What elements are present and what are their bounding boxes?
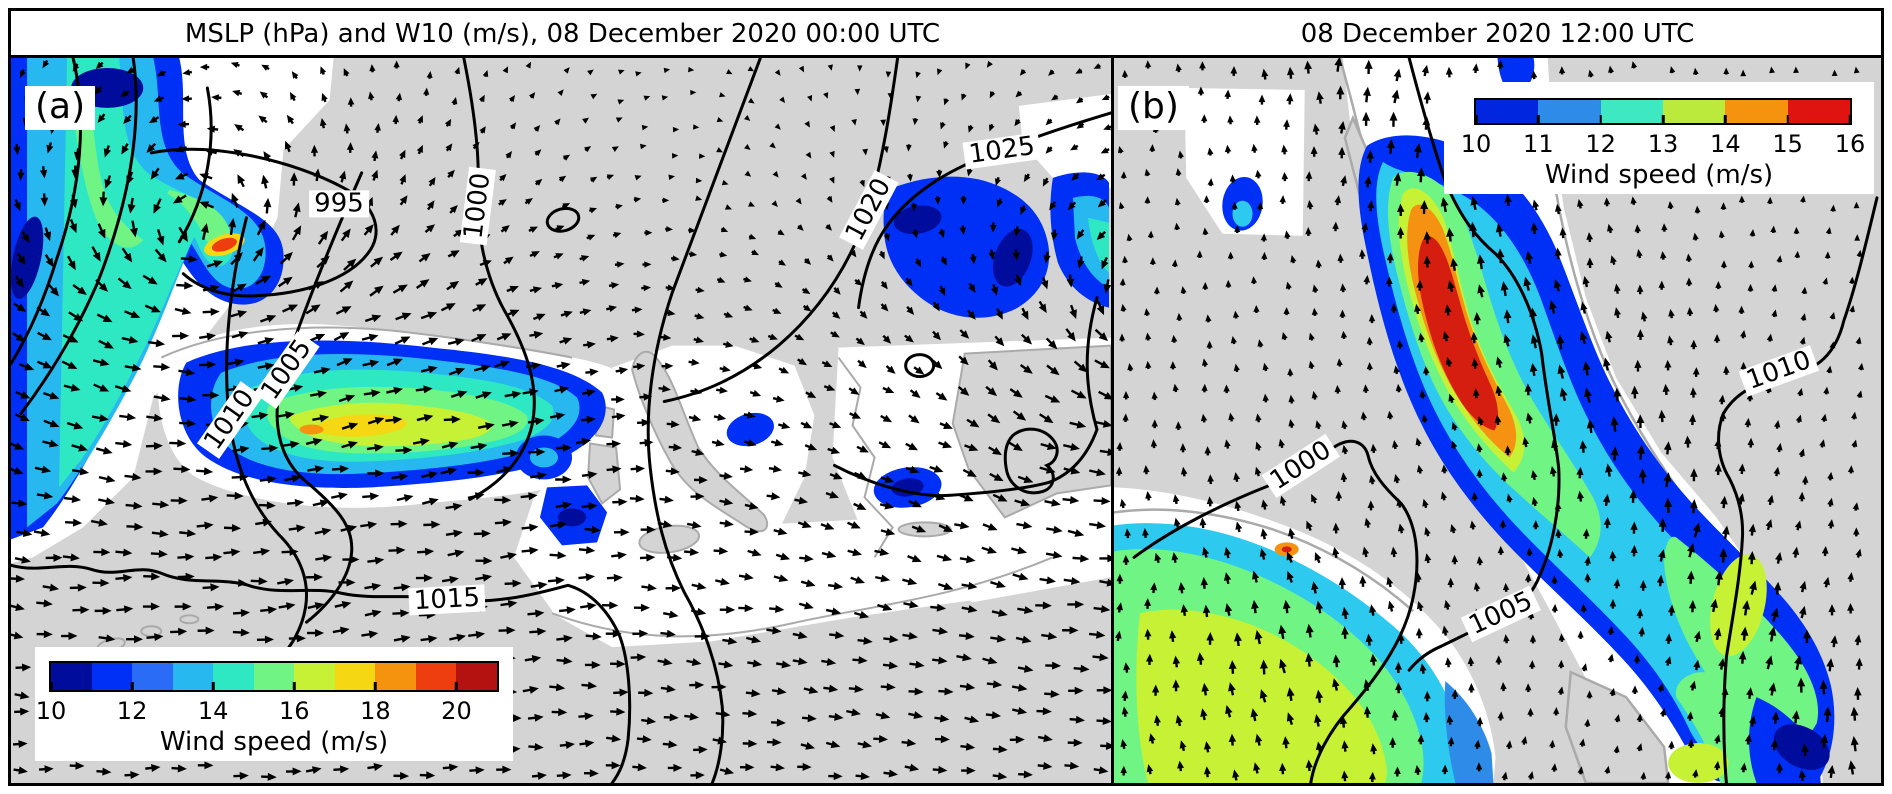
colorbar-tick-labels: 10 12 14 16 18 20	[36, 697, 497, 727]
colorbar-tick-value: 12	[116, 697, 148, 725]
wind-vector-arrows	[1114, 58, 1864, 783]
colorbar-gradient	[49, 661, 499, 692]
colorbar-tick-mark	[1848, 115, 1852, 125]
wind-vector-arrows	[11, 59, 1111, 781]
colorbar-tick-mark	[211, 682, 215, 692]
panel-a-letter: (a)	[25, 86, 96, 130]
panel-b-letter: (b)	[1118, 86, 1189, 130]
colorbar-tick-mark	[130, 682, 134, 692]
colorbar-tick-mark	[1474, 115, 1478, 125]
colorbar-tick-value: 16	[1834, 130, 1866, 158]
colorbar-segment	[51, 663, 92, 690]
colorbar-segment	[213, 663, 254, 690]
colorbar-segment	[415, 663, 457, 690]
figure-frame: MSLP (hPa) and W10 (m/s), 08 December 20…	[8, 8, 1884, 786]
colorbar-tick-mark	[293, 682, 296, 692]
colorbar-segment	[294, 663, 335, 690]
panel-b-canvas	[1114, 58, 1881, 783]
colorbar-gradient	[1474, 98, 1852, 125]
colorbar-segment	[1725, 100, 1788, 123]
colorbar-tick-value: 16	[278, 697, 310, 725]
colorbar-tick-mark	[1537, 115, 1540, 125]
colorbar-tick-mark	[455, 682, 458, 692]
colorbar-segment	[172, 663, 214, 690]
colorbar-segment	[456, 663, 498, 690]
colorbar-panel-b: 10 11 12 13 14 15 16 Wind speed (m/s)	[1444, 82, 1874, 194]
isobar-label-1015: 1015	[408, 583, 486, 616]
colorbar-segment	[1787, 100, 1850, 123]
colorbar-segment	[1662, 100, 1726, 123]
colorbar-segment	[334, 663, 376, 690]
colorbar-tick-mark	[1786, 115, 1789, 125]
colorbar-segment	[1476, 100, 1539, 123]
colorbar-segment	[253, 663, 295, 690]
colorbar-tick-value: 10	[1460, 130, 1492, 158]
colorbar-tick-value: 13	[1647, 130, 1679, 158]
colorbar-label: Wind speed (m/s)	[159, 727, 389, 757]
panel-a-title: MSLP (hPa) and W10 (m/s), 08 December 20…	[184, 19, 941, 49]
title-bar: MSLP (hPa) and W10 (m/s), 08 December 20…	[11, 11, 1881, 55]
colorbar-tick-mark	[1599, 115, 1602, 125]
isobar-contours-layer	[11, 58, 1111, 783]
colorbar-tick-value: 11	[1523, 130, 1554, 158]
colorbar-tick-value: 18	[360, 697, 391, 725]
colorbar-segment	[1600, 100, 1663, 123]
colorbar-segment	[1538, 100, 1601, 123]
colorbar-segment	[132, 663, 173, 690]
colorbar-tick-labels: 10 11 12 13 14 15 16	[1461, 130, 1866, 160]
panel-b-map: (b) 1000 1005 1010 10 11 12 13 14 15 16 Wind s…	[1114, 55, 1881, 783]
isobar-label-995: 995	[309, 190, 369, 218]
colorbar-tick-mark	[1661, 115, 1665, 125]
wind-speed-shading-layer	[1114, 58, 1835, 783]
colorbar-tick-value: 12	[1585, 130, 1616, 158]
colorbar-label: Wind speed (m/s)	[1544, 160, 1774, 190]
colorbar-tick-value: 14	[1710, 130, 1741, 158]
colorbar-segment	[91, 663, 133, 690]
colorbar-tick-mark	[374, 682, 377, 692]
map-panels: (a) 995 1000 1005 1010 1015 1020 1025 10…	[11, 55, 1881, 783]
panel-b-title: 08 December 2020 12:00 UTC	[1300, 19, 1695, 49]
colorbar-panel-a: 10 12 14 16 18 20 Wind speed (m/s)	[35, 647, 513, 761]
panel-a-map: (a) 995 1000 1005 1010 1015 1020 1025 10…	[11, 55, 1114, 783]
colorbar-tick-value: 15	[1772, 130, 1803, 158]
colorbar-tick-value: 10	[35, 697, 67, 725]
colorbar-tick-mark	[49, 682, 53, 692]
colorbar-tick-value: 14	[197, 697, 229, 725]
colorbar-segment	[375, 663, 416, 690]
colorbar-tick-mark	[1724, 115, 1727, 125]
colorbar-tick-value: 20	[441, 697, 472, 725]
